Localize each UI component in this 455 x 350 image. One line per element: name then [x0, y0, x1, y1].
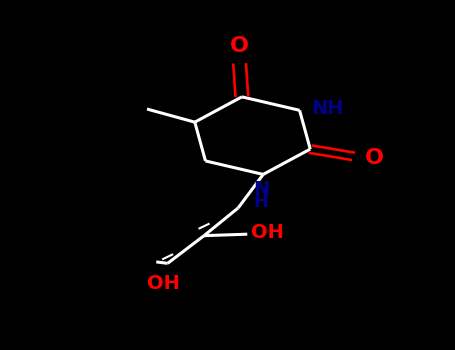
Text: H: H [253, 193, 268, 211]
Text: O: O [365, 148, 384, 168]
Text: OH: OH [251, 223, 284, 242]
Text: OH: OH [147, 274, 180, 293]
Text: NH: NH [311, 99, 344, 118]
Text: O: O [230, 36, 249, 56]
Text: N: N [253, 180, 269, 199]
